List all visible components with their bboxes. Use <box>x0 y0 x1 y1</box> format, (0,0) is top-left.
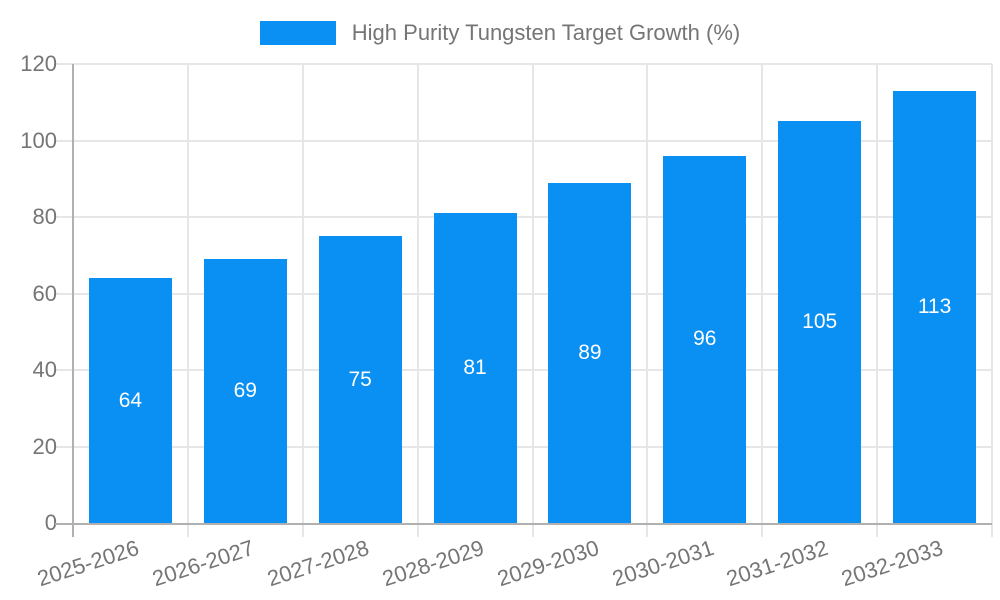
bar-2032-2033[interactable]: 113 <box>893 90 977 523</box>
bar-value-label: 75 <box>348 367 372 391</box>
x-gridline-5 <box>646 64 649 537</box>
bar-value-label: 64 <box>118 388 143 412</box>
y-gridline-80 <box>55 216 992 218</box>
y-gridline-120 <box>55 63 992 65</box>
x-gridline-7 <box>876 64 879 537</box>
y-tick-label-60: 60 <box>32 280 57 306</box>
bar-2027-2028[interactable]: 75 <box>318 236 402 523</box>
bar-value-label: 81 <box>463 356 487 380</box>
bar-value-label: 69 <box>233 379 257 403</box>
x-tick-label-2025-2026: 2025-2026 <box>34 535 143 592</box>
x-gridline-8 <box>991 64 993 537</box>
bar-value-label: 113 <box>917 294 952 318</box>
y-axis-line <box>72 64 74 537</box>
bar-2029-2030[interactable]: 89 <box>548 182 632 523</box>
bar-2030-2031[interactable]: 96 <box>663 155 747 523</box>
y-gridline-100 <box>55 139 992 142</box>
y-gridline-40 <box>55 369 992 371</box>
bar-value-label: 96 <box>693 327 717 351</box>
x-gridline-1 <box>186 64 189 537</box>
y-tick-label-100: 100 <box>20 127 57 153</box>
x-gridline-4 <box>531 64 534 537</box>
x-tick-label-2032-2033: 2032-2033 <box>838 535 947 592</box>
y-tick-label-20: 20 <box>32 433 57 459</box>
legend-label: High Purity Tungsten Target Growth (%) <box>351 20 741 45</box>
bar-2025-2026[interactable]: 64 <box>88 278 172 523</box>
y-tick-label-40: 40 <box>32 357 57 382</box>
x-tick-label-2029-2030: 2029-2030 <box>493 535 602 592</box>
bar-2026-2027[interactable]: 69 <box>203 259 287 523</box>
chart-legend: High Purity Tungsten Target Growth (%) <box>0 20 1000 46</box>
y-gridline-20 <box>55 445 992 448</box>
y-gridline-60 <box>55 292 992 295</box>
x-axis-line <box>55 523 992 525</box>
x-tick-label-2027-2028: 2027-2028 <box>264 535 372 592</box>
x-gridline-6 <box>761 64 764 537</box>
x-tick-label-2030-2031: 2030-2031 <box>608 535 717 592</box>
bar-value-label: 89 <box>578 340 602 364</box>
legend-item[interactable]: High Purity Tungsten Target Growth (%) <box>259 20 741 46</box>
x-tick-label-2028-2029: 2028-2029 <box>378 535 487 592</box>
y-tick-label-120: 120 <box>20 51 57 76</box>
y-tick-label-80: 80 <box>32 204 57 229</box>
bar-value-label: 105 <box>802 310 838 334</box>
y-tick-label-0: 0 <box>44 510 57 535</box>
bar-2028-2029[interactable]: 81 <box>433 213 517 523</box>
x-tick-label-2026-2027: 2026-2027 <box>149 535 258 592</box>
bar-2031-2032[interactable]: 105 <box>778 121 862 523</box>
x-gridline-2 <box>301 64 304 537</box>
x-tick-label-2031-2032: 2031-2032 <box>723 535 832 592</box>
legend-color-swatch <box>259 21 336 45</box>
x-gridline-3 <box>416 64 419 537</box>
